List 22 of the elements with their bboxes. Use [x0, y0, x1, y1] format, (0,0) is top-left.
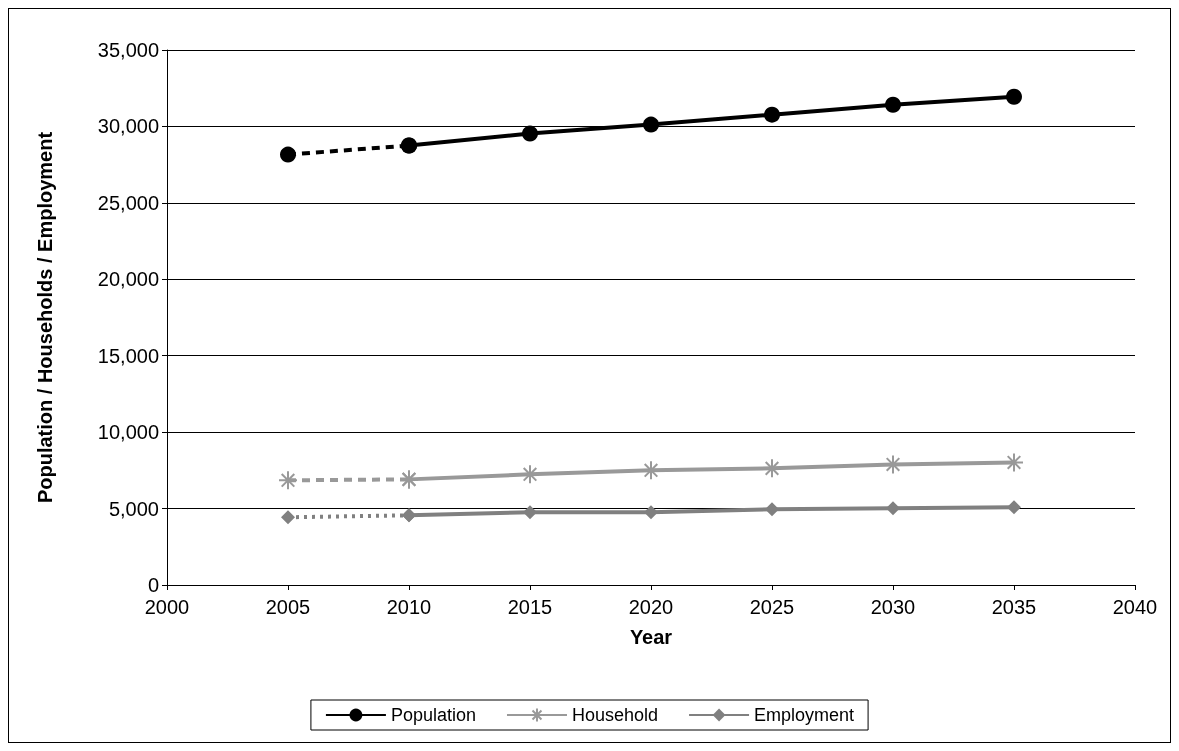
legend-label: Employment	[754, 705, 855, 725]
y-axis-title: Population / Households / Employment	[34, 131, 56, 504]
x-tick-label: 2025	[749, 596, 795, 618]
x-tick-label: 2005	[265, 596, 311, 618]
x-tick-label: 2030	[870, 596, 916, 618]
x-tick-label: 2040	[1112, 596, 1158, 618]
x-tick-label: 2035	[991, 596, 1037, 618]
y-tick-label: 20,000	[97, 268, 159, 291]
x-tick-label: 2015	[507, 596, 553, 618]
y-tick-label: 10,000	[97, 421, 159, 444]
y-tick-label: 15,000	[97, 344, 159, 367]
y-tick-label: 25,000	[97, 191, 159, 214]
y-tick-label: 35,000	[97, 39, 159, 61]
y-tick-label: 5,000	[108, 497, 159, 520]
x-tick-label: 2000	[144, 596, 190, 618]
legend-label: Population	[390, 705, 476, 725]
y-tick-label: 0	[147, 574, 159, 596]
x-axis-title: Year	[629, 626, 673, 648]
x-tick-label: 2020	[628, 596, 674, 618]
y-tick-label: 30,000	[97, 115, 159, 138]
legend-label: Household	[571, 705, 659, 725]
x-tick-label: 2010	[386, 596, 432, 618]
